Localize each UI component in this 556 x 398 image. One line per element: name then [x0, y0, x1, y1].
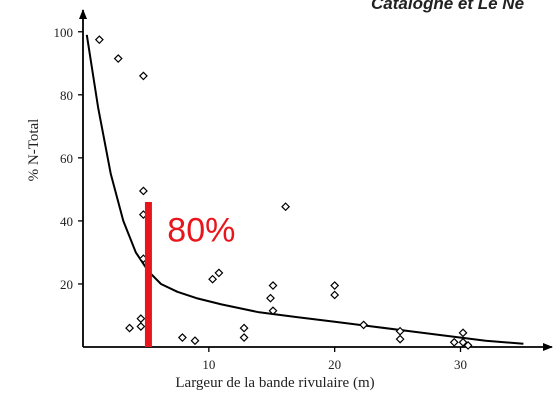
data-point: [458, 328, 468, 338]
data-point: [330, 281, 340, 290]
x-tick-label: 10: [202, 357, 215, 372]
data-point: [94, 35, 104, 45]
y-tick-label: 80: [60, 88, 73, 103]
data-point: [239, 323, 249, 333]
threshold-annotation-label: 80%: [167, 211, 235, 249]
data-point: [138, 71, 148, 81]
x-tick-label: 20: [328, 357, 341, 372]
data-point: [177, 333, 187, 342]
data-point: [268, 281, 278, 290]
annotations: 80%: [144, 201, 235, 347]
y-tick-label: 60: [60, 151, 73, 166]
data-point: [463, 340, 473, 350]
corner-caption: Catalogne et Le Ne: [371, 0, 525, 13]
data-point: [138, 186, 148, 196]
y-tick-label: 20: [60, 277, 73, 292]
data-point: [359, 320, 369, 330]
data-points: [94, 35, 473, 350]
data-point: [239, 333, 249, 342]
data-point: [268, 306, 278, 316]
fitted-curve-group: [85, 34, 524, 345]
y-axis-label: % N-Total: [26, 119, 42, 182]
data-point: [395, 334, 405, 344]
x-axis-ticks: 10 20 30: [202, 347, 467, 372]
data-point: [136, 322, 146, 331]
y-tick-label: 40: [60, 214, 73, 229]
y-tick-label: 100: [54, 25, 74, 40]
data-point: [214, 268, 224, 278]
x-axis-label: Largeur de la bande rivulaire (m): [175, 375, 374, 391]
data-point: [208, 274, 218, 284]
threshold-marker-bar: [144, 201, 152, 347]
fitted-curve: [85, 34, 524, 345]
data-point: [449, 337, 459, 347]
data-point: [125, 323, 135, 333]
x-tick-label: 30: [454, 357, 467, 372]
data-point: [136, 314, 146, 324]
y-axis-ticks: 20 40 60 80 100: [54, 25, 83, 292]
data-point: [266, 293, 275, 303]
data-point: [458, 337, 468, 347]
data-point: [190, 336, 200, 346]
data-point: [281, 202, 291, 212]
data-point: [330, 290, 340, 300]
data-point: [113, 54, 123, 64]
